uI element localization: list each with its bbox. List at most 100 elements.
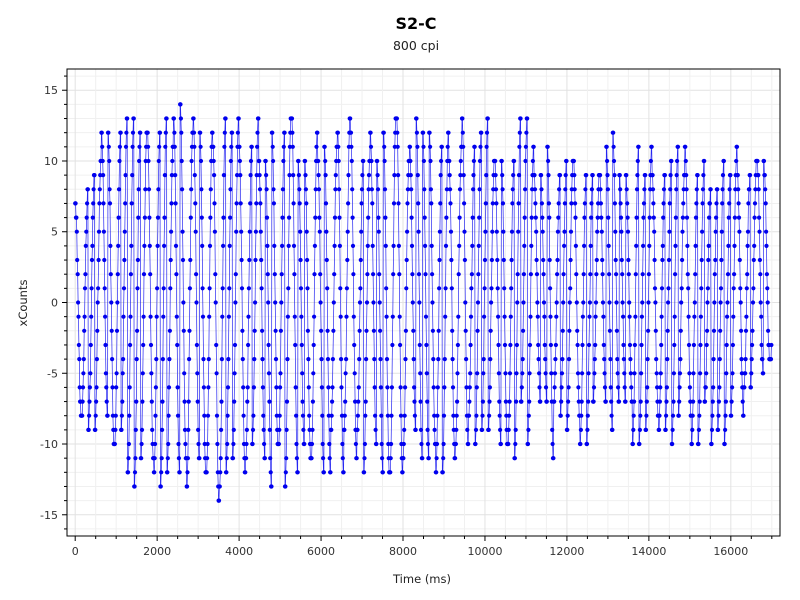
data-point — [166, 441, 171, 447]
data-point — [142, 215, 147, 220]
data-point — [212, 229, 217, 234]
data-point — [557, 173, 563, 178]
data-point — [249, 144, 254, 149]
data-point — [764, 272, 770, 277]
data-point — [73, 201, 78, 206]
data-point — [329, 413, 334, 418]
data-point — [697, 413, 702, 418]
data-point — [276, 441, 281, 447]
data-point — [555, 257, 560, 263]
data-point — [519, 385, 524, 390]
data-point — [430, 300, 435, 305]
data-point — [348, 130, 354, 135]
data-point — [476, 243, 481, 248]
data-point — [418, 371, 423, 376]
data-point — [260, 328, 265, 333]
data-point — [759, 342, 764, 348]
data-point — [161, 286, 166, 291]
data-point — [130, 173, 135, 178]
data-point — [490, 201, 495, 206]
data-point — [687, 371, 692, 376]
data-point — [700, 187, 706, 192]
data-point — [584, 173, 589, 178]
data-point — [296, 158, 301, 164]
data-point — [609, 413, 614, 418]
data-point — [539, 173, 544, 178]
data-point — [487, 385, 492, 390]
data-point — [110, 357, 115, 362]
data-point — [382, 144, 387, 149]
data-point — [648, 158, 654, 164]
data-point — [154, 314, 159, 319]
data-point — [671, 371, 677, 376]
data-point — [717, 385, 722, 390]
data-point — [342, 413, 347, 418]
data-point — [567, 328, 572, 333]
data-point — [76, 300, 81, 305]
data-point — [217, 484, 222, 489]
data-point — [97, 201, 102, 206]
data-point — [677, 399, 682, 404]
data-point — [703, 385, 708, 390]
data-point — [743, 328, 749, 333]
data-point — [672, 342, 677, 348]
data-point — [337, 187, 342, 192]
data-point — [160, 427, 165, 432]
data-point — [284, 399, 290, 404]
data-point — [425, 399, 430, 404]
data-point — [96, 286, 101, 291]
data-point — [748, 385, 754, 390]
data-point — [566, 385, 571, 390]
data-point — [197, 456, 202, 461]
data-point — [390, 314, 395, 319]
data-point — [485, 116, 490, 121]
data-point — [248, 173, 253, 178]
data-point — [414, 116, 419, 121]
data-point — [350, 187, 355, 192]
data-point — [449, 286, 454, 291]
data-point — [241, 385, 246, 390]
data-point — [729, 399, 734, 404]
data-point — [506, 427, 511, 432]
data-point — [133, 427, 138, 432]
data-point — [619, 229, 624, 234]
data-point — [131, 116, 136, 121]
data-point — [409, 215, 414, 220]
data-point — [199, 187, 204, 192]
data-point — [303, 158, 308, 164]
data-point — [659, 342, 664, 348]
data-point — [195, 371, 200, 376]
data-point — [683, 158, 688, 164]
data-point — [149, 399, 154, 404]
data-point — [657, 413, 662, 418]
data-point — [522, 215, 527, 220]
data-point — [113, 413, 118, 418]
data-point — [645, 357, 650, 362]
data-point — [761, 158, 767, 164]
data-point — [630, 441, 636, 447]
data-point — [122, 257, 127, 263]
data-point — [436, 357, 441, 362]
data-point — [226, 357, 231, 362]
chart-subtitle: 800 cpi — [393, 38, 439, 53]
data-point — [371, 272, 376, 277]
data-point — [388, 456, 393, 461]
data-point — [84, 229, 89, 234]
data-point — [382, 187, 388, 192]
data-point — [443, 243, 449, 248]
data-point — [358, 286, 363, 291]
data-point — [343, 371, 348, 376]
data-point — [390, 342, 395, 348]
data-point — [685, 243, 690, 248]
data-point — [512, 456, 518, 461]
data-point — [484, 130, 490, 135]
x-tick-label: 0 — [72, 545, 79, 558]
data-point — [619, 257, 624, 263]
data-point — [624, 187, 629, 192]
data-point — [405, 201, 410, 206]
data-point — [181, 300, 186, 305]
data-point — [411, 328, 416, 333]
data-point — [646, 272, 652, 277]
data-point — [309, 456, 314, 461]
data-point — [713, 229, 718, 234]
